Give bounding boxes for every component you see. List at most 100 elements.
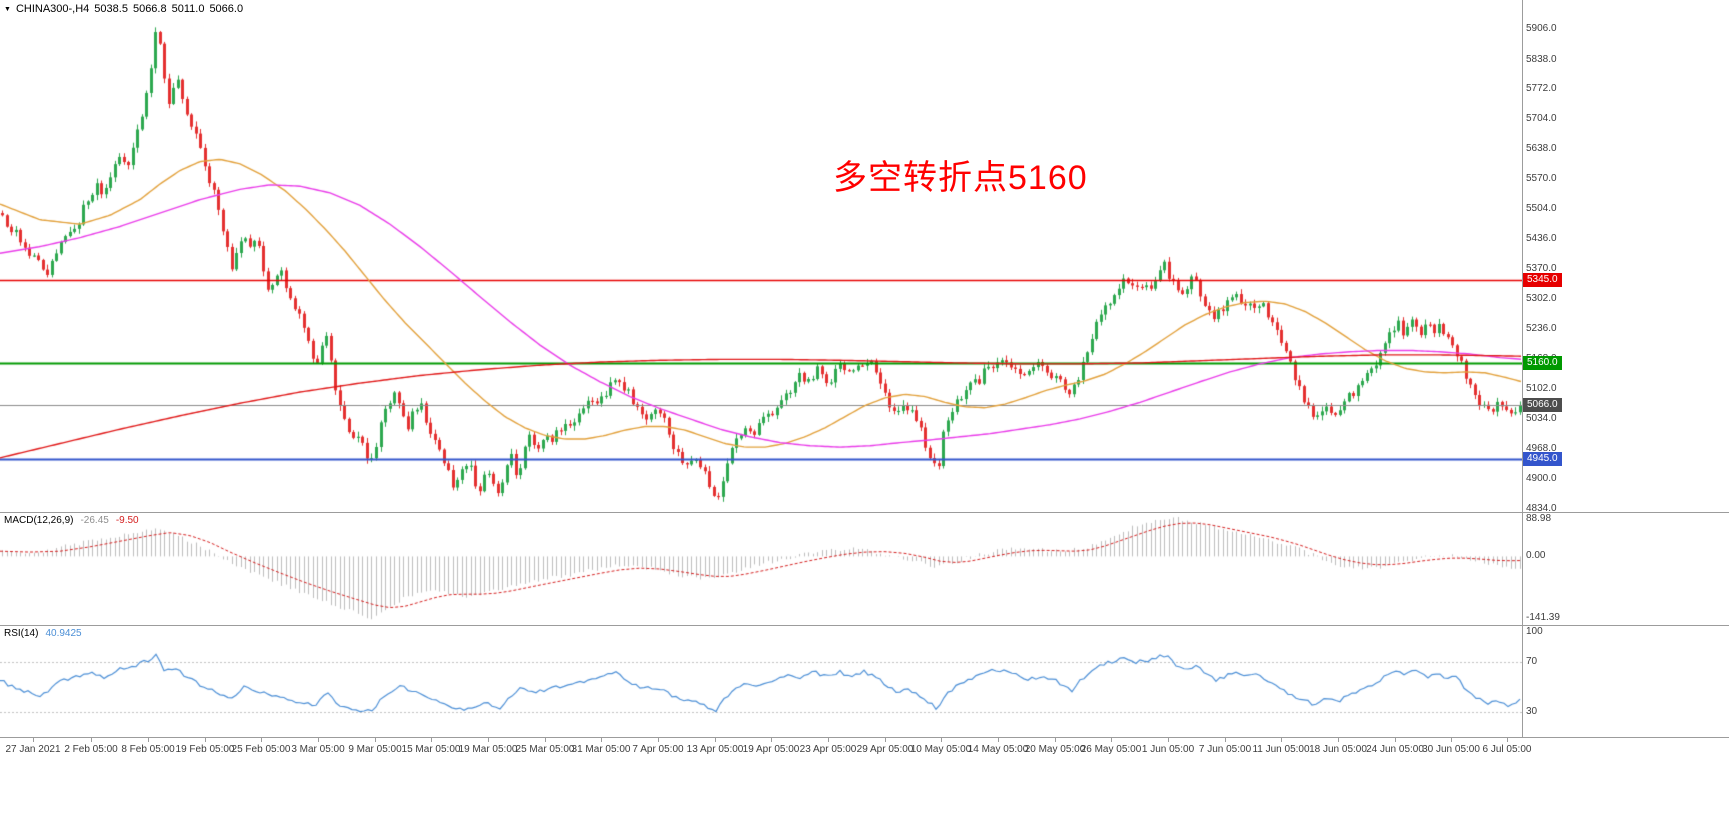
time-tick-label: 31 Mar 05:00: [571, 744, 631, 755]
time-tick-label: 7 Apr 05:00: [632, 744, 684, 755]
rsi-axis-label: 30: [1526, 706, 1538, 717]
price-tick-label: 5236.0: [1526, 322, 1557, 334]
time-tick-label: 8 Feb 05:00: [121, 744, 175, 755]
price-tick-label: 5370.0: [1526, 262, 1557, 274]
time-tick-mark: [601, 738, 602, 742]
symbol-timeframe-label: CHINA300-,H4: [15, 3, 90, 15]
time-tick-label: 11 Jun 05:00: [1252, 744, 1310, 755]
time-tick-label: 6 Jul 05:00: [1482, 744, 1532, 755]
macd-axis-label: -141.39: [1526, 611, 1560, 623]
time-tick-label: 26 May 05:00: [1080, 744, 1142, 755]
time-tick-mark: [91, 738, 92, 742]
quote-close: 5066.0: [209, 3, 244, 15]
time-tick-label: 24 Jun 05:00: [1366, 744, 1424, 755]
time-tick-label: 2 Feb 05:00: [64, 744, 118, 755]
time-tick-mark: [545, 738, 546, 742]
hline-badge-support: 4945.0: [1523, 452, 1562, 467]
annotation-text: 多空转折点5160: [833, 159, 1088, 197]
time-tick-mark: [261, 738, 262, 742]
time-tick-label: 7 Jun 05:00: [1198, 744, 1252, 755]
price-tick-label: 5838.0: [1526, 53, 1557, 65]
time-tick-label: 1 Jun 05:00: [1141, 744, 1195, 755]
time-tick-mark: [1281, 738, 1282, 742]
price-chart-canvas[interactable]: [0, 0, 1522, 512]
hline-badge-resistance: 5345.0: [1523, 273, 1562, 288]
quote-high: 5066.8: [132, 3, 167, 15]
symbol-info-bar: ▼ CHINA300-,H4 5038.5 5066.8 5011.0 5066…: [4, 3, 243, 15]
time-tick-mark: [828, 738, 829, 742]
hline-badge-pivot: 5160.0: [1523, 355, 1562, 370]
time-tick-label: 29 Apr 05:00: [856, 744, 914, 755]
time-axis[interactable]: 27 Jan 2021 2 Feb 05:00 8 Feb 05:00 19 Feb …: [0, 738, 1729, 766]
macd-signal-value: -9.50: [115, 515, 139, 526]
price-axis[interactable]: 5906.0 5838.0 5772.0 5704.0 5638.0 5570.0 5504…: [1526, 0, 1606, 514]
time-tick-mark: [715, 738, 716, 742]
time-tick-label: 30 Jun 05:00: [1422, 744, 1480, 755]
time-tick-mark: [1225, 738, 1226, 742]
macd-axis-label: 0.00: [1526, 550, 1546, 562]
time-tick-mark: [205, 738, 206, 742]
price-tick-label: 4900.0: [1526, 473, 1557, 485]
price-tick-label: 5638.0: [1526, 143, 1557, 155]
time-tick-mark: [1395, 738, 1396, 742]
time-tick-mark: [1168, 738, 1169, 742]
time-tick-mark: [1055, 738, 1056, 742]
time-tick-mark: [885, 738, 886, 742]
time-tick-label: 19 Feb 05:00: [175, 744, 235, 755]
time-tick-label: 10 May 05:00: [910, 744, 972, 755]
price-tick-label: 5504.0: [1526, 203, 1557, 214]
panel-separator: [0, 737, 1729, 738]
time-tick-mark: [998, 738, 999, 742]
macd-indicator-label: MACD(12,26,9) -26.45 -9.50: [4, 515, 139, 526]
time-tick-label: 20 May 05:00: [1024, 744, 1086, 755]
quote-low: 5011.0: [171, 3, 205, 15]
time-tick-mark: [1338, 738, 1339, 742]
time-tick-label: 18 Jun 05:00: [1309, 744, 1367, 755]
panel-separator[interactable]: [0, 625, 1729, 626]
time-tick-mark: [431, 738, 432, 742]
price-tick-label: 4968.0: [1526, 442, 1557, 454]
symbol-dropdown-icon[interactable]: ▼: [4, 5, 11, 13]
time-tick-label: 27 Jan 2021: [5, 744, 61, 755]
price-tick-label: 5704.0: [1526, 113, 1557, 125]
price-axis-border: [1522, 0, 1523, 737]
time-tick-label: 23 Apr 05:00: [799, 744, 857, 755]
time-tick-mark: [375, 738, 376, 742]
price-panel: ▼ CHINA300-,H4 5038.5 5066.8 5011.0 5066…: [0, 0, 1606, 514]
time-tick-label: 3 Mar 05:00: [291, 744, 345, 755]
rsi-name: RSI(14): [4, 628, 39, 639]
rsi-axis[interactable]: 100 70 30: [1526, 626, 1606, 737]
panel-separator[interactable]: [0, 512, 1729, 513]
price-tick-label: 5906.0: [1526, 23, 1557, 35]
rsi-axis-label: 70: [1526, 656, 1538, 667]
price-tick-label: 5102.0: [1526, 382, 1557, 394]
quote-open: 5038.5: [94, 3, 128, 15]
time-tick-mark: [318, 738, 319, 742]
rsi-axis-label: 100: [1526, 626, 1543, 637]
rsi-chart-canvas[interactable]: [0, 626, 1522, 737]
macd-chart-canvas[interactable]: [0, 513, 1522, 625]
time-tick-label: 9 Mar 05:00: [348, 744, 402, 755]
time-tick-label: 15 Mar 05:00: [401, 744, 461, 755]
rsi-indicator-label: RSI(14) 40.9425: [4, 628, 82, 639]
time-tick-mark: [1507, 738, 1508, 742]
time-tick-label: 25 Mar 05:00: [515, 744, 575, 755]
price-tick-label: 4834.0: [1526, 502, 1557, 514]
rsi-panel: RSI(14) 40.9425 100 70 30: [0, 626, 1729, 737]
rsi-value: 40.9425: [45, 628, 82, 639]
time-tick-label: 14 May 05:00: [967, 744, 1029, 755]
current-price-badge: 5066.0: [1523, 398, 1562, 413]
time-tick-mark: [941, 738, 942, 742]
time-tick-mark: [1111, 738, 1112, 742]
time-tick-mark: [148, 738, 149, 742]
time-tick-mark: [771, 738, 772, 742]
price-tick-label: 5034.0: [1526, 413, 1557, 425]
price-tick-label: 5302.0: [1526, 293, 1557, 305]
price-tick-label: 5570.0: [1526, 173, 1557, 185]
macd-axis-label: 88.98: [1526, 513, 1552, 524]
time-tick-label: 19 Mar 05:00: [458, 744, 518, 755]
price-tick-label: 5436.0: [1526, 233, 1557, 245]
time-tick-label: 19 Apr 05:00: [742, 744, 800, 755]
macd-axis[interactable]: 88.98 0.00 -141.39: [1526, 513, 1606, 625]
macd-name: MACD(12,26,9): [4, 515, 74, 526]
